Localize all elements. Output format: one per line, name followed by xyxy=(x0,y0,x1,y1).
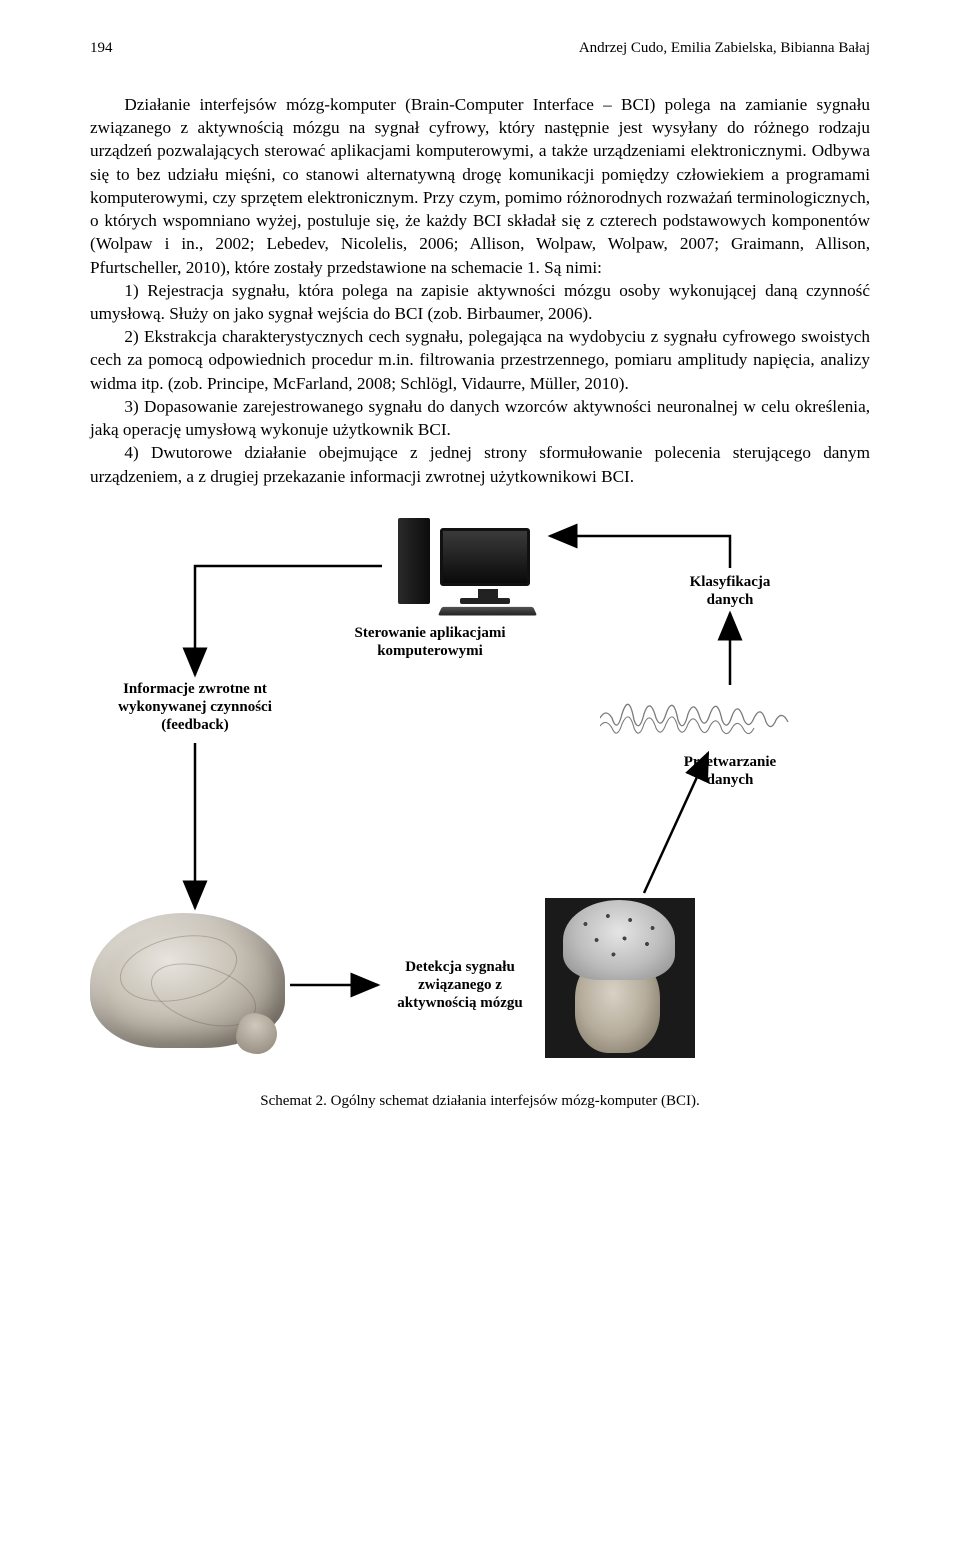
body-text: Działanie interfejsów mózg-komputer (Bra… xyxy=(90,93,870,488)
page-number: 194 xyxy=(90,40,113,57)
bci-flow-diagram: Sterowanie aplikacjamikomputerowymi Klas… xyxy=(90,518,870,1073)
diagram-caption: Schemat 2. Ogólny schemat działania inte… xyxy=(90,1093,870,1110)
label-control: Sterowanie aplikacjamikomputerowymi xyxy=(320,624,540,660)
label-classify: Klasyfikacjadanych xyxy=(670,573,790,609)
label-detect: Detekcja sygnałuzwiązanego zaktywnością … xyxy=(385,958,535,1012)
header-authors: Andrzej Cudo, Emilia Zabielska, Bibianna… xyxy=(579,40,870,57)
page: 194 Andrzej Cudo, Emilia Zabielska, Bibi… xyxy=(0,0,960,1150)
label-feedback: Informacje zwrotne ntwykonywanej czynnoś… xyxy=(90,680,300,734)
label-process: Przetwarzaniedanych xyxy=(655,753,805,789)
running-header: 194 Andrzej Cudo, Emilia Zabielska, Bibi… xyxy=(90,40,870,57)
